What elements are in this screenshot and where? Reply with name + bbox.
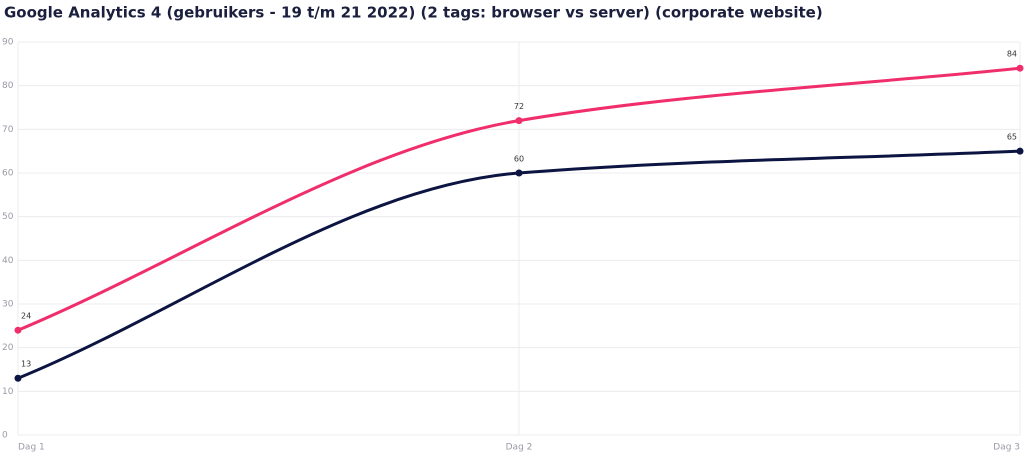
- y-tick-label: 40: [2, 256, 14, 266]
- y-tick-label: 20: [2, 343, 14, 353]
- data-point: [515, 117, 523, 125]
- data-label: 65: [1007, 133, 1017, 142]
- data-label: 13: [21, 360, 31, 369]
- x-tick-label: Dag 1: [18, 443, 45, 453]
- y-tick-label: 50: [2, 212, 14, 222]
- chart-title: Google Analytics 4 (gebruikers - 19 t/m …: [4, 4, 823, 22]
- data-label: 84: [1007, 50, 1017, 59]
- x-tick-label: Dag 2: [506, 443, 533, 453]
- y-tick-label: 10: [2, 387, 14, 397]
- data-point: [14, 326, 22, 334]
- data-point: [14, 374, 22, 382]
- data-point: [515, 169, 523, 177]
- data-label: 72: [514, 102, 524, 111]
- y-tick-label: 0: [2, 431, 8, 441]
- data-point: [1016, 147, 1024, 155]
- y-tick-label: 70: [2, 125, 14, 135]
- y-tick-label: 60: [2, 169, 14, 179]
- data-label: 24: [21, 312, 31, 321]
- data-label: 60: [514, 155, 524, 164]
- y-tick-label: 90: [2, 38, 14, 48]
- y-tick-label: 80: [2, 81, 14, 91]
- x-tick-label: Dag 3: [993, 443, 1020, 453]
- y-tick-label: 30: [2, 300, 14, 310]
- data-point: [1016, 64, 1024, 72]
